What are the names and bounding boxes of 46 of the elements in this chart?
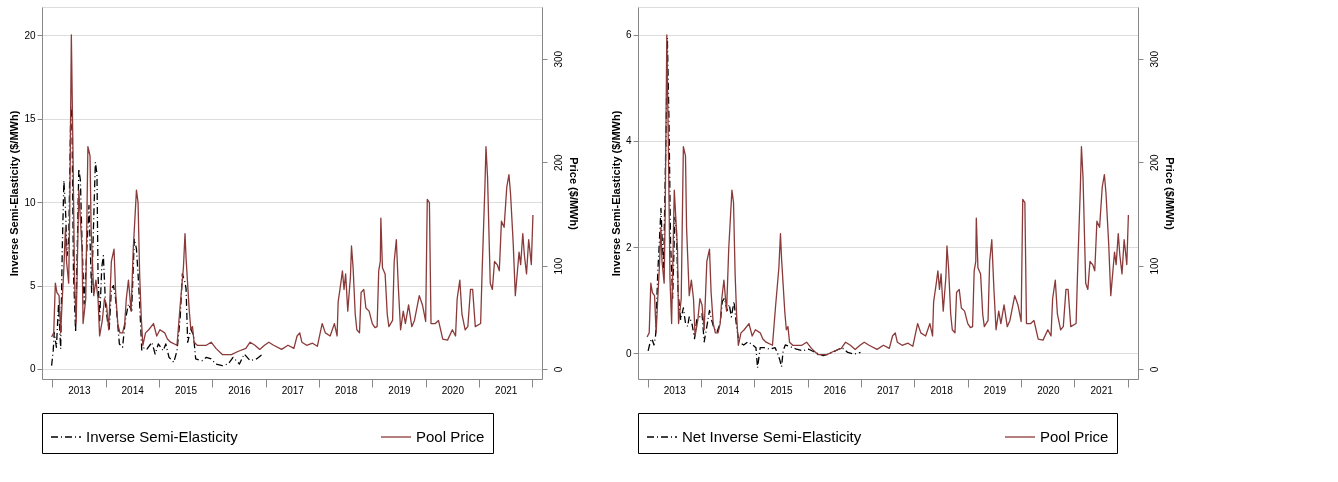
x-tick-label: 2021 xyxy=(1090,384,1114,396)
legend-label: Pool Price xyxy=(416,428,485,445)
y-tick-label: 4 xyxy=(625,135,632,147)
x-tick-label: 2015 xyxy=(174,384,198,396)
y-tick-label: 6 xyxy=(625,29,632,41)
y-tick-label: 10 xyxy=(24,196,36,208)
x-tick-label: 2017 xyxy=(281,384,305,396)
y-tick-label: 0 xyxy=(625,347,632,359)
x-tick-label: 2020 xyxy=(1037,384,1060,396)
line-series xyxy=(50,34,534,356)
legend-label: Net Inverse Semi-Elasticity xyxy=(682,428,862,445)
y-axis-title: Inverse Semi-Elasticity ($/MWh) xyxy=(8,110,21,277)
y-tick-label: 2 xyxy=(625,241,632,253)
x-tick-label: 2020 xyxy=(441,384,465,396)
x-tick-label: 2019 xyxy=(983,384,1007,396)
legend-label: Pool Price xyxy=(1040,428,1109,445)
y-tick-label: 5 xyxy=(29,280,36,292)
y-tick-label: 20 xyxy=(24,29,36,41)
x-tick-label: 2018 xyxy=(335,384,358,396)
line-series xyxy=(646,34,1130,356)
x-tick-label: 2018 xyxy=(930,384,954,396)
y2-tick-label: 100 xyxy=(552,257,564,275)
line-series xyxy=(647,37,862,369)
x-tick-label: 2014 xyxy=(717,384,740,396)
y-axis-title: Inverse Semi-Elasticity ($/MWh) xyxy=(609,110,622,277)
y2-tick-label: 100 xyxy=(1148,257,1160,275)
x-tick-label: 2013 xyxy=(68,384,91,396)
x-tick-label: 2015 xyxy=(770,384,794,396)
y2-tick-label: 300 xyxy=(1148,50,1160,68)
y2-tick-label: 0 xyxy=(552,366,564,373)
x-tick-label: 2019 xyxy=(388,384,412,396)
y2-tick-label: 200 xyxy=(552,153,564,172)
y-tick-label: 0 xyxy=(29,363,36,375)
x-tick-label: 2013 xyxy=(663,384,687,396)
x-tick-label: 2017 xyxy=(877,384,900,396)
x-tick-label: 2021 xyxy=(495,384,518,396)
y2-axis-title: Price ($/MWh) xyxy=(1163,157,1176,231)
x-tick-label: 2016 xyxy=(228,384,251,396)
legend-label: Inverse Semi-Elasticity xyxy=(86,428,239,445)
x-tick-label: 2016 xyxy=(823,384,847,396)
y-tick-label: 15 xyxy=(24,113,36,125)
y2-axis-title: Price ($/MWh) xyxy=(567,157,580,231)
y2-tick-label: 200 xyxy=(1148,153,1160,172)
y2-tick-label: 0 xyxy=(1148,366,1160,373)
y2-tick-label: 300 xyxy=(552,50,564,68)
x-tick-label: 2014 xyxy=(121,384,145,396)
